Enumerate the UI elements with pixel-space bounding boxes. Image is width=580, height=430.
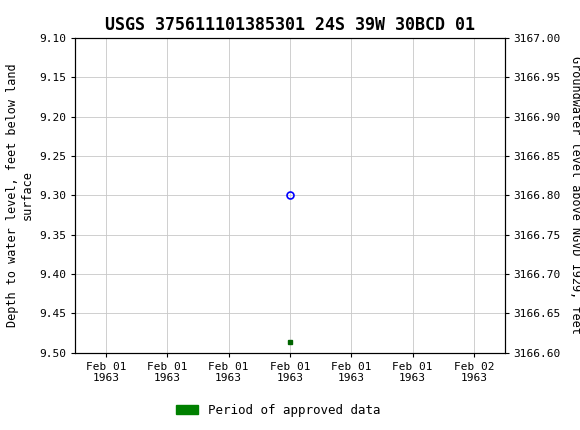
Text: USGS: USGS: [30, 11, 77, 26]
Y-axis label: Depth to water level, feet below land
surface: Depth to water level, feet below land su…: [6, 63, 34, 327]
Legend: Period of approved data: Period of approved data: [171, 399, 386, 421]
Title: USGS 375611101385301 24S 39W 30BCD 01: USGS 375611101385301 24S 39W 30BCD 01: [105, 15, 475, 34]
Y-axis label: Groundwater level above NGVD 1929, feet: Groundwater level above NGVD 1929, feet: [569, 56, 580, 334]
